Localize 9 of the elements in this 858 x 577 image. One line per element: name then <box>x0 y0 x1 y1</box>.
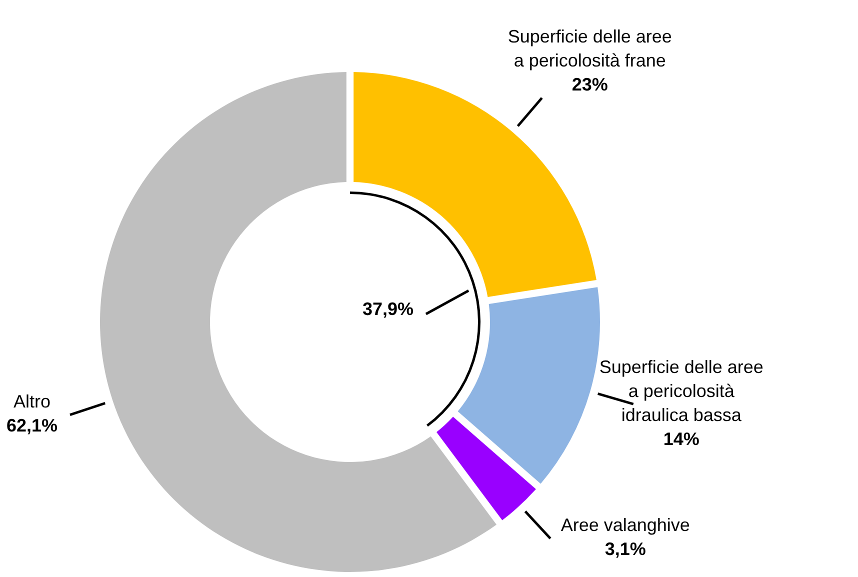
slice-label: Altro <box>13 392 51 412</box>
data-label: 3,1% <box>604 539 646 560</box>
slice-label: Aree valanghive <box>560 515 690 536</box>
slice-label: Superficie delle aree a pericolosità frane <box>508 26 672 71</box>
text: 37,9% <box>362 298 414 319</box>
data-label: 62,1% <box>6 416 58 436</box>
slice-label: Superficie delle aree a pericolosità idraulica bassa <box>599 356 764 425</box>
data-label: 23% <box>572 74 608 95</box>
data-label: 14% <box>663 428 700 449</box>
